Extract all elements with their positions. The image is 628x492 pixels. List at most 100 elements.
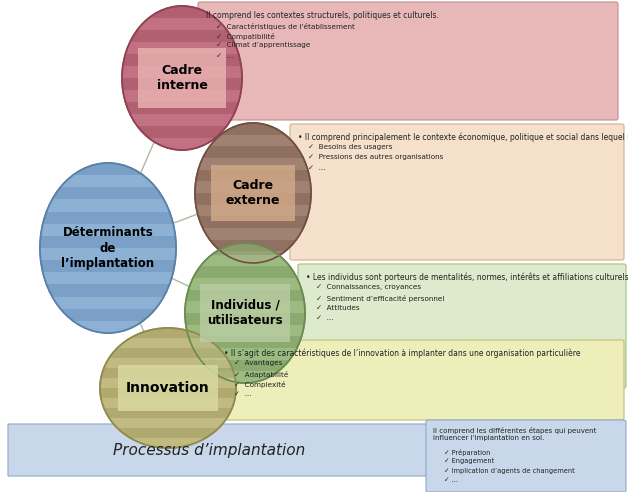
Bar xyxy=(185,255,305,266)
Bar xyxy=(100,358,236,368)
FancyBboxPatch shape xyxy=(211,165,295,221)
Text: ✓  ...: ✓ ... xyxy=(216,53,234,59)
Text: Cadre
externe: Cadre externe xyxy=(225,179,280,207)
Text: ✓ Implication d’agents de changement: ✓ Implication d’agents de changement xyxy=(444,468,575,474)
Bar xyxy=(185,337,305,348)
Text: ✓  Complexité: ✓ Complexité xyxy=(234,380,286,388)
Bar xyxy=(40,187,176,199)
Bar xyxy=(195,158,311,170)
Bar xyxy=(195,170,311,182)
Text: • Les individus sont porteurs de mentalités, normes, intérêts et affiliations cu: • Les individus sont porteurs de mentali… xyxy=(306,273,628,282)
Text: ✓  Sentiment d’efficacité personnel: ✓ Sentiment d’efficacité personnel xyxy=(316,295,445,302)
Bar xyxy=(185,371,305,383)
Text: Il comprend les contextes structurels, politiques et culturels.: Il comprend les contextes structurels, p… xyxy=(206,11,439,20)
Bar xyxy=(195,240,311,251)
Text: Cadre
interne: Cadre interne xyxy=(156,64,207,92)
Bar xyxy=(40,260,176,272)
Ellipse shape xyxy=(100,328,236,448)
Bar xyxy=(100,388,236,398)
Bar xyxy=(195,135,311,146)
Text: ✓ Préparation: ✓ Préparation xyxy=(444,449,490,456)
Bar xyxy=(122,102,242,114)
Bar xyxy=(100,428,236,438)
Ellipse shape xyxy=(122,6,242,150)
Text: ✓  ...: ✓ ... xyxy=(308,164,325,171)
Text: Innovation: Innovation xyxy=(126,381,210,395)
Bar xyxy=(122,30,242,42)
FancyBboxPatch shape xyxy=(290,124,624,260)
Bar xyxy=(100,348,236,358)
Bar xyxy=(100,418,236,428)
Bar xyxy=(122,42,242,54)
Bar xyxy=(185,278,305,290)
Bar xyxy=(40,321,176,333)
Ellipse shape xyxy=(195,123,311,263)
FancyBboxPatch shape xyxy=(200,284,290,342)
Bar xyxy=(40,272,176,284)
Bar xyxy=(40,212,176,224)
Bar xyxy=(185,360,305,371)
Bar xyxy=(40,175,176,187)
Bar xyxy=(122,78,242,90)
Bar xyxy=(195,146,311,158)
Text: ✓  Attitudes: ✓ Attitudes xyxy=(316,305,360,310)
Bar xyxy=(40,236,176,248)
Text: ✓  Caractéristiques de l'établissement: ✓ Caractéristiques de l'établissement xyxy=(216,23,355,30)
Bar xyxy=(185,290,305,301)
Bar xyxy=(195,228,311,240)
Bar xyxy=(195,205,311,216)
FancyBboxPatch shape xyxy=(298,264,626,388)
Bar xyxy=(40,163,176,175)
Text: ✓ ...: ✓ ... xyxy=(444,478,458,484)
Bar xyxy=(40,224,176,236)
Bar xyxy=(40,199,176,212)
Bar xyxy=(122,90,242,102)
Text: ✓  Besoins des usagers: ✓ Besoins des usagers xyxy=(308,145,392,151)
Text: • Il comprend principalement le contexte économique, politique et social dans le: • Il comprend principalement le contexte… xyxy=(298,133,628,143)
Bar xyxy=(40,308,176,321)
Bar xyxy=(185,266,305,278)
Bar xyxy=(100,368,236,378)
Text: ✓  Compatibilité: ✓ Compatibilité xyxy=(216,32,275,39)
Bar xyxy=(40,284,176,297)
Bar xyxy=(185,313,305,325)
Bar xyxy=(100,438,236,448)
FancyBboxPatch shape xyxy=(138,48,226,108)
Bar xyxy=(122,66,242,78)
Bar xyxy=(195,123,311,135)
Bar xyxy=(100,408,236,418)
Text: • Il s’agit des caractéristiques de l’innovation à implanter dans une organisati: • Il s’agit des caractéristiques de l’in… xyxy=(224,349,580,359)
Bar xyxy=(122,114,242,126)
Ellipse shape xyxy=(40,163,176,333)
Text: ✓  Connaissances, croyances: ✓ Connaissances, croyances xyxy=(316,284,421,290)
Bar xyxy=(40,297,176,308)
FancyBboxPatch shape xyxy=(118,365,218,411)
Bar xyxy=(100,328,236,338)
Bar xyxy=(122,138,242,150)
Bar xyxy=(195,182,311,193)
Bar xyxy=(40,248,176,260)
Bar xyxy=(195,251,311,263)
FancyBboxPatch shape xyxy=(216,340,624,420)
Text: Processus d’implantation: Processus d’implantation xyxy=(113,442,305,458)
Text: ✓  Pressions des autres organisations: ✓ Pressions des autres organisations xyxy=(308,154,443,160)
Text: Individus /
utilisateurs: Individus / utilisateurs xyxy=(207,299,283,327)
FancyBboxPatch shape xyxy=(198,2,618,120)
Text: ✓  Avantages: ✓ Avantages xyxy=(234,361,283,367)
Text: Déterminants
de
l’implantation: Déterminants de l’implantation xyxy=(62,226,154,270)
Text: ✓  ...: ✓ ... xyxy=(316,314,333,320)
Bar xyxy=(195,193,311,205)
Bar xyxy=(100,378,236,388)
Text: ✓ Engagement: ✓ Engagement xyxy=(444,459,494,464)
FancyBboxPatch shape xyxy=(426,420,626,492)
Bar xyxy=(185,325,305,337)
Bar xyxy=(122,126,242,138)
Bar xyxy=(100,398,236,408)
Bar xyxy=(122,18,242,30)
Text: ✓  Adaptabilité: ✓ Adaptabilité xyxy=(234,370,288,377)
Bar xyxy=(185,348,305,360)
Bar xyxy=(185,243,305,255)
Polygon shape xyxy=(8,424,468,476)
Text: Il comprend les différentes étapes qui peuvent
influencer l’implantation en soi.: Il comprend les différentes étapes qui p… xyxy=(433,427,597,441)
Ellipse shape xyxy=(185,243,305,383)
